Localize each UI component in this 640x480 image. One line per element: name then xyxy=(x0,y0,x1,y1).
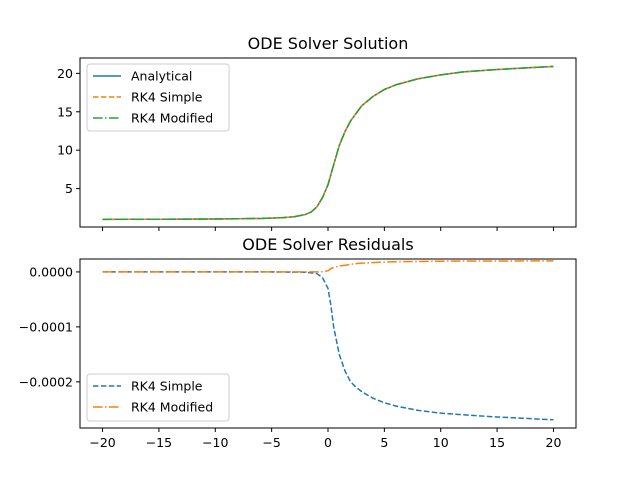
solution-chart-title: ODE Solver Solution xyxy=(248,34,409,53)
y-tick-label: 20 xyxy=(57,66,73,81)
solution-panel: ODE Solver Solution 5 10 15 20 Analytical RK… xyxy=(57,34,577,231)
series-line-rk4-modified xyxy=(102,65,554,221)
x-tick-label: 0 xyxy=(324,435,332,450)
x-tick-label: −20 xyxy=(89,435,115,450)
y-tick-label: −0.0001 xyxy=(19,319,73,334)
x-tick-label: 15 xyxy=(489,435,505,450)
residuals-panel: ODE Solver Residuals −20 −15 −10 −5 0 5 10 15 20… xyxy=(19,235,577,450)
x-tick-label: 5 xyxy=(380,435,388,450)
legend-label-analytical: Analytical xyxy=(131,69,192,84)
x-tick-label: −15 xyxy=(146,435,172,450)
residuals-ticks: −20 −15 −10 −5 0 5 10 15 20 0.0000 −0.0001 −0.0002 xyxy=(19,264,562,450)
y-tick-label: −0.0002 xyxy=(19,374,73,389)
y-tick-label: 15 xyxy=(57,104,73,119)
y-tick-label: 10 xyxy=(57,143,73,158)
x-tick-label: 10 xyxy=(433,435,449,450)
legend-box xyxy=(86,373,230,422)
y-tick-label: 5 xyxy=(65,181,73,196)
legend-box xyxy=(86,63,230,132)
x-tick-label: 20 xyxy=(546,435,562,450)
series-line-rk4-simple xyxy=(102,271,554,421)
residuals-chart-title: ODE Solver Residuals xyxy=(242,235,413,254)
solution-legend[interactable]: Analytical RK4 Simple RK4 Modified xyxy=(86,63,230,132)
solution-ticks: 5 10 15 20 xyxy=(57,66,554,231)
x-tick-label: −5 xyxy=(262,435,280,450)
x-tick-label: −10 xyxy=(202,435,228,450)
solution-series-group xyxy=(102,65,554,221)
legend-label-rk4-simple: RK4 Simple xyxy=(131,379,203,394)
legend-label-rk4-modified: RK4 Modified xyxy=(131,400,213,415)
residuals-legend[interactable]: RK4 Simple RK4 Modified xyxy=(86,373,230,422)
series-line-rk4-modified xyxy=(102,260,554,273)
y-tick-label: 0.0000 xyxy=(29,264,73,279)
residuals-series-group xyxy=(102,260,554,421)
legend-label-rk4-simple: RK4 Simple xyxy=(131,90,203,105)
legend-label-rk4-modified: RK4 Modified xyxy=(131,111,213,126)
